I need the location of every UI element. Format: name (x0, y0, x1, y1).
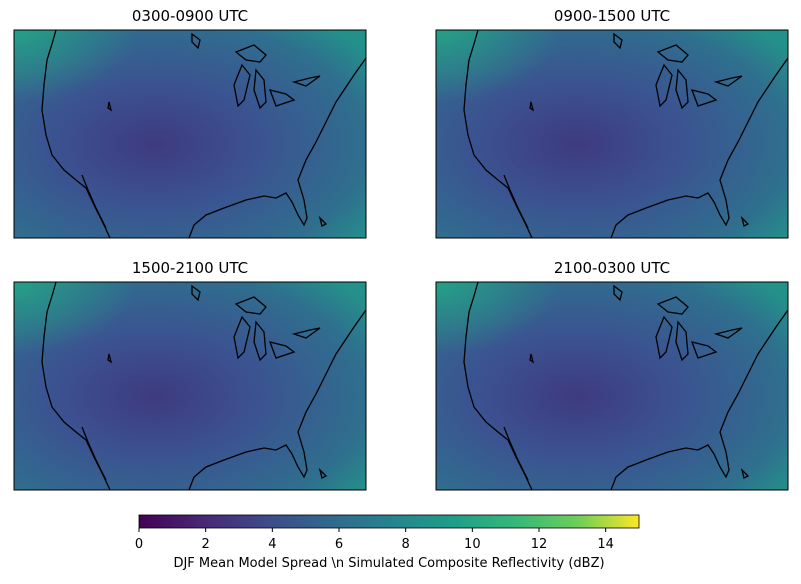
panel-frame (13, 281, 367, 491)
panel-title: 0300-0900 UTC (132, 7, 248, 25)
panels: 0300-0900 UTC 0900-1500 UTC 1500-2100 UTC 2… (13, 7, 789, 491)
tick-label: 12 (531, 537, 548, 552)
colorbar-ticks: 0 2 4 6 8 10 12 14 (135, 528, 614, 552)
tick-label: 8 (402, 537, 410, 552)
colorbar-label: DJF Mean Model Spread \n Simulated Compo… (173, 556, 604, 571)
tick-label: 10 (464, 537, 481, 552)
panel-title: 2100-0300 UTC (554, 259, 670, 277)
map-panel (436, 30, 788, 238)
panel-frame (435, 29, 789, 239)
tick-label: 6 (335, 537, 343, 552)
map-panel (436, 282, 788, 490)
panel-title: 0900-1500 UTC (554, 7, 670, 25)
tick-label: 2 (202, 537, 210, 552)
panel-title: 1500-2100 UTC (132, 259, 248, 277)
map-panel (14, 282, 366, 490)
map-panel (14, 30, 366, 238)
colorbar (138, 514, 640, 529)
tick-label: 4 (268, 537, 276, 552)
panel-frame (435, 281, 789, 491)
tick-label: 14 (597, 537, 614, 552)
tick-label: 0 (135, 537, 143, 552)
panel-frame (13, 29, 367, 239)
